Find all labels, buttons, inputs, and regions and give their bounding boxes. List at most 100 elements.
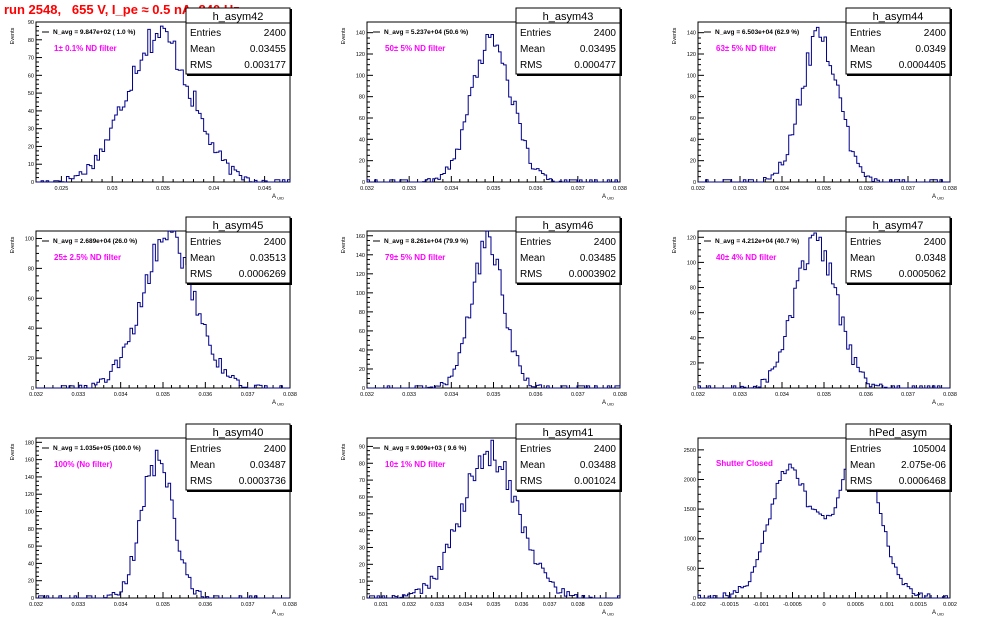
y-tick-label: 40 <box>690 137 696 143</box>
stats-box-shadow <box>847 490 951 492</box>
filter-annotation: 79± 5% ND filter <box>385 253 445 262</box>
stats-box: h_asym40 Entries 2400 Mean 0.03487 RMS 0.00037… <box>185 423 292 492</box>
x-tick-label: 0.034 <box>114 602 128 608</box>
navg-label: N_avg = 2.689e+04 (26.0 %) <box>53 238 137 245</box>
x-axis-label: A UID <box>932 194 944 201</box>
histogram-name: h_asym46 <box>543 220 594 232</box>
stats-label: RMS <box>850 60 873 71</box>
y-tick-label: 60 <box>28 73 34 79</box>
stats-label: Entries <box>520 237 551 248</box>
navg-label: N_avg = 4.212e+04 (40.7 %) <box>715 238 799 245</box>
y-tick-label: 60 <box>359 495 365 501</box>
x-tick-label: 0.035 <box>817 392 831 398</box>
histogram-name: h_asym40 <box>213 427 264 439</box>
y-tick-label: 10 <box>28 162 34 168</box>
stats-value: 2400 <box>924 28 947 39</box>
histogram-panel: 0.032 0.033 0.034 0.035 0.036 0.037 0.038 0 20 40… <box>672 216 957 407</box>
histogram-line <box>367 230 621 389</box>
y-axis-label: Events <box>341 27 347 44</box>
y-tick-label: 20 <box>28 356 34 362</box>
y-tick-label: 100 <box>687 260 696 266</box>
stats-value: 0.03485 <box>580 253 617 264</box>
y-tick-label: 80 <box>690 286 696 292</box>
stats-value: 0.0006269 <box>239 269 287 280</box>
stats-box-shadow <box>187 283 291 285</box>
stats-label: RMS <box>520 476 543 487</box>
x-tick-label: 0.025 <box>55 186 69 192</box>
x-tick-label: 0.035 <box>487 392 501 398</box>
y-tick-label: 180 <box>25 440 34 446</box>
stats-box-border <box>185 7 291 75</box>
stats-box-shadow <box>620 218 622 285</box>
y-tick-label: 80 <box>690 95 696 101</box>
x-tick-label: 0.033 <box>733 392 747 398</box>
histogram-name: h_asym43 <box>543 11 594 23</box>
stats-box: hPed_asym Entries 105004 Mean 2.075e-06 RMS 0.… <box>845 423 952 492</box>
y-tick-label: 90 <box>28 20 34 26</box>
stats-value: 0.003177 <box>244 60 286 71</box>
x-tick-label: 0 <box>822 602 825 608</box>
histogram-panel: -0.002 -0.0015 -0.001 -0.0005 0 0.0005 0.001 0.… <box>684 423 957 617</box>
y-tick-label: 500 <box>687 566 696 572</box>
stats-value: 2400 <box>264 444 287 455</box>
histogram-line <box>367 439 621 599</box>
y-axis-label: Events <box>10 27 16 44</box>
y-tick-label: 30 <box>359 545 365 551</box>
stats-label: Entries <box>850 444 881 455</box>
x-tick-label: -0.001 <box>753 602 769 608</box>
y-tick-label: 80 <box>359 461 365 467</box>
y-tick-label: 80 <box>359 310 365 316</box>
y-tick-label: 60 <box>28 296 34 302</box>
stats-box-shadow <box>517 490 621 492</box>
stats-label: Entries <box>190 237 221 248</box>
x-tick-label: 0.032 <box>29 602 43 608</box>
y-tick-label: 50 <box>359 512 365 518</box>
y-tick-label: 140 <box>356 253 365 259</box>
y-tick-label: 140 <box>25 475 34 481</box>
histogram-name: hPed_asym <box>869 427 927 439</box>
stats-box-shadow <box>620 9 622 76</box>
navg-label: N_avg = 6.503e+04 (62.9 %) <box>715 29 799 36</box>
stats-box-shadow <box>950 218 952 285</box>
filter-annotation: 63± 5% ND filter <box>716 44 776 53</box>
y-tick-label: 90 <box>359 444 365 450</box>
x-tick-label: 0.037 <box>571 186 585 192</box>
x-tick-label: 0.034 <box>459 602 473 608</box>
x-tick-label: 0.038 <box>613 392 627 398</box>
histogram-panel: 0.031 0.032 0.033 0.034 0.035 0.036 0.037 0.038… <box>341 423 622 617</box>
x-tick-label: 0.035 <box>817 186 831 192</box>
x-tick-label: 0.035 <box>156 392 170 398</box>
stats-label: Entries <box>190 28 221 39</box>
histogram-line <box>697 446 950 599</box>
stats-box-border <box>185 423 291 491</box>
stats-value: 0.0003736 <box>239 476 287 487</box>
stats-box: h_asym44 Entries 2400 Mean 0.0349 RMS 0.000440… <box>845 7 952 76</box>
y-tick-label: 0 <box>693 596 696 602</box>
y-tick-label: 0 <box>362 386 365 392</box>
y-tick-label: 120 <box>25 492 34 498</box>
y-tick-label: 1000 <box>684 537 696 543</box>
x-tick-label: 0.034 <box>444 392 458 398</box>
histogram-name: h_asym45 <box>213 220 264 232</box>
navg-label: N_avg = 9.847e+02 ( 1.0 %) <box>53 29 135 36</box>
y-tick-label: 0 <box>31 180 34 186</box>
stats-value: 2.075e-06 <box>901 460 946 471</box>
histogram-name: h_asym41 <box>543 427 594 439</box>
histogram-panel: 0.032 0.033 0.034 0.035 0.036 0.037 0.038 0 20 40… <box>10 216 297 407</box>
histogram-line <box>366 33 620 183</box>
x-tick-label: 0.037 <box>901 186 915 192</box>
x-tick-label: 0.037 <box>543 602 557 608</box>
stats-box-shadow <box>290 9 292 76</box>
x-tick-label: 0.034 <box>114 392 128 398</box>
filter-annotation: 40± 4% ND filter <box>716 253 776 262</box>
histogram-panel: 0.025 0.03 0.035 0.04 0.045 0 10 20 30 40 50 60 70 80… <box>10 7 292 201</box>
stats-value: 0.03513 <box>250 253 287 264</box>
x-axis-label: A UID <box>602 610 614 617</box>
stats-value: 2400 <box>594 444 617 455</box>
stats-box-border <box>515 423 621 491</box>
y-tick-label: 20 <box>359 367 365 373</box>
y-tick-label: 100 <box>25 236 34 242</box>
x-tick-label: 0.037 <box>571 392 585 398</box>
stats-label: Entries <box>520 444 551 455</box>
